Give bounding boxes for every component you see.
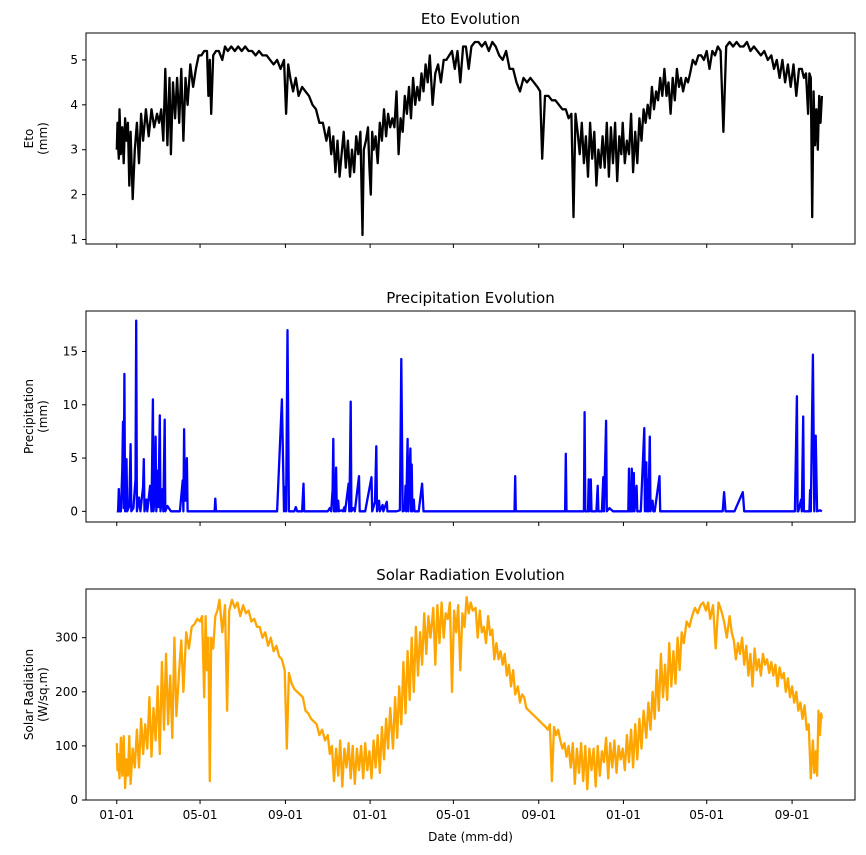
y-tick-label: 300 — [55, 631, 78, 645]
y-axis-label: Solar Radiation(W/sq.m) — [22, 649, 50, 740]
series-line — [115, 595, 824, 791]
solar-radiation-panel: Solar Radiation Evolution 0 100 200 300 01-0… — [22, 566, 856, 822]
eto-plot: 1 2 3 4 5 Eto(mm) — [22, 32, 856, 248]
y-tick-label: 5 — [70, 53, 78, 67]
y-axis-label: Precipitation(mm) — [22, 379, 50, 454]
solar-radiation-plot: 0 100 200 300 01-01 05-01 09-01 01-01 05-01 09-01… — [22, 588, 856, 822]
x-tick-label: 05-01 — [689, 808, 724, 822]
y-tick-label: 5 — [70, 451, 78, 465]
y-tick-label: 200 — [55, 685, 78, 699]
y-tick-label: 10 — [63, 398, 78, 412]
solar-radiation-title: Solar Radiation Evolution — [376, 566, 565, 584]
x-tick-label: 09-01 — [521, 808, 556, 822]
y-axis-label: Eto(mm) — [22, 122, 50, 155]
y-tick-label: 3 — [70, 143, 78, 157]
precipitation-title: Precipitation Evolution — [386, 289, 554, 307]
plot-frame — [85, 588, 856, 801]
y-tick-label: 1 — [70, 233, 78, 247]
y-tick-label: 0 — [70, 793, 78, 807]
plot-frame — [85, 310, 856, 523]
precipitation-panel: Precipitation Evolution 0 5 10 15 Precipitat… — [22, 289, 856, 526]
precipitation-plot: 0 5 10 15 Precipitation(mm) — [22, 310, 856, 526]
series-line — [116, 319, 823, 513]
x-tick-label: 01-01 — [606, 808, 641, 822]
x-tick-label: 05-01 — [436, 808, 471, 822]
x-axis-label: Date (mm-dd) — [428, 830, 513, 844]
y-tick-label: 4 — [70, 98, 78, 112]
x-tick-label: 09-01 — [775, 808, 810, 822]
eto-title: Eto Evolution — [421, 10, 520, 28]
eto-panel: Eto Evolution 1 2 3 4 5 Eto(mm) — [22, 10, 856, 248]
x-tick-label: 01-01 — [99, 808, 134, 822]
y-tick-label: 2 — [70, 188, 78, 202]
y-tick-label: 15 — [63, 344, 78, 358]
x-tick-label: 01-01 — [353, 808, 388, 822]
x-tick-label: 09-01 — [268, 808, 303, 822]
x-tick-label: 05-01 — [183, 808, 218, 822]
plot-frame — [85, 32, 856, 245]
series-line — [115, 40, 824, 237]
y-tick-label: 100 — [55, 739, 78, 753]
y-tick-label: 0 — [70, 504, 78, 518]
